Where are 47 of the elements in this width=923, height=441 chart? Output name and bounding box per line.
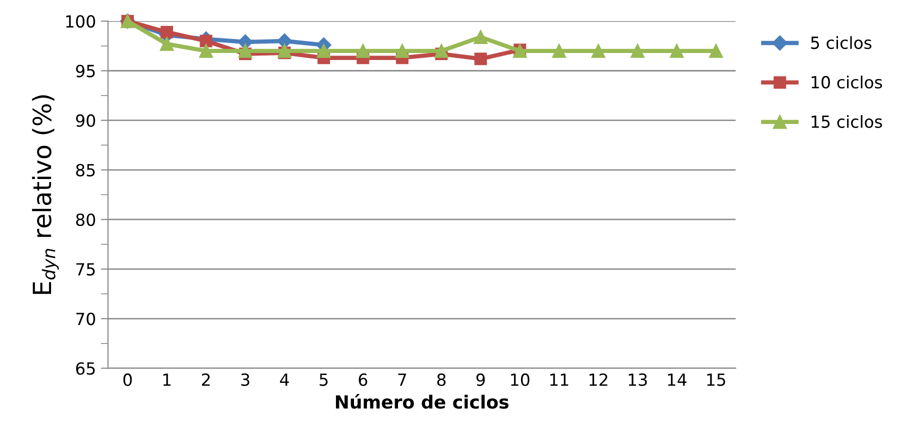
x-tick-label: 13 <box>628 373 647 386</box>
point <box>630 44 645 58</box>
x-tick-label: 3 <box>241 373 250 386</box>
x-tick-label: 2 <box>202 373 210 386</box>
point <box>670 44 684 58</box>
legend-label: 5 ciclos <box>811 36 872 50</box>
x-tick-label: 8 <box>437 373 446 386</box>
y-tick-label: 70 <box>76 312 96 326</box>
y-tick-label: 75 <box>76 263 95 276</box>
point <box>474 30 488 44</box>
legend-label: 15 ciclos <box>812 115 882 128</box>
point <box>160 26 174 38</box>
y-tick-label: 85 <box>76 164 95 176</box>
y-tick-label: 90 <box>76 114 96 127</box>
y-tick-label: 65 <box>76 362 95 375</box>
point <box>276 33 292 49</box>
y-tick-label: 100 <box>66 15 96 28</box>
x-axis-title: Número de ciclos <box>336 394 508 409</box>
x-tick-label: 9 <box>476 373 485 386</box>
point <box>434 44 448 58</box>
point <box>200 34 212 48</box>
x-tick-label: 6 <box>358 373 368 386</box>
x-tick-label: 15 <box>707 374 726 386</box>
x-tick-label: 5 <box>320 374 328 386</box>
x-tick-label: 0 <box>123 373 132 386</box>
point <box>160 37 174 51</box>
point <box>552 44 566 58</box>
x-tick-label: 14 <box>668 374 686 386</box>
legend-label: 10 ciclos <box>812 76 882 89</box>
x-tick-label: 12 <box>590 373 608 386</box>
point <box>316 44 331 58</box>
y-tick-label: 95 <box>76 64 95 78</box>
point <box>199 44 214 58</box>
point <box>238 44 252 58</box>
y-tick-label: 80 <box>76 213 96 226</box>
point <box>356 44 370 58</box>
point <box>591 44 606 58</box>
x-tick-label: 1 <box>163 374 171 386</box>
point <box>278 44 292 58</box>
x-tick-label: 4 <box>280 374 289 386</box>
x-tick-label: 7 <box>398 374 406 386</box>
point <box>395 44 410 58</box>
point <box>474 52 487 66</box>
y-axis-title: E$_{dyn}$ relativo (%) <box>32 95 59 294</box>
x-tick-label: 11 <box>550 374 568 386</box>
x-tick-label: 10 <box>511 373 530 386</box>
point <box>709 44 723 58</box>
